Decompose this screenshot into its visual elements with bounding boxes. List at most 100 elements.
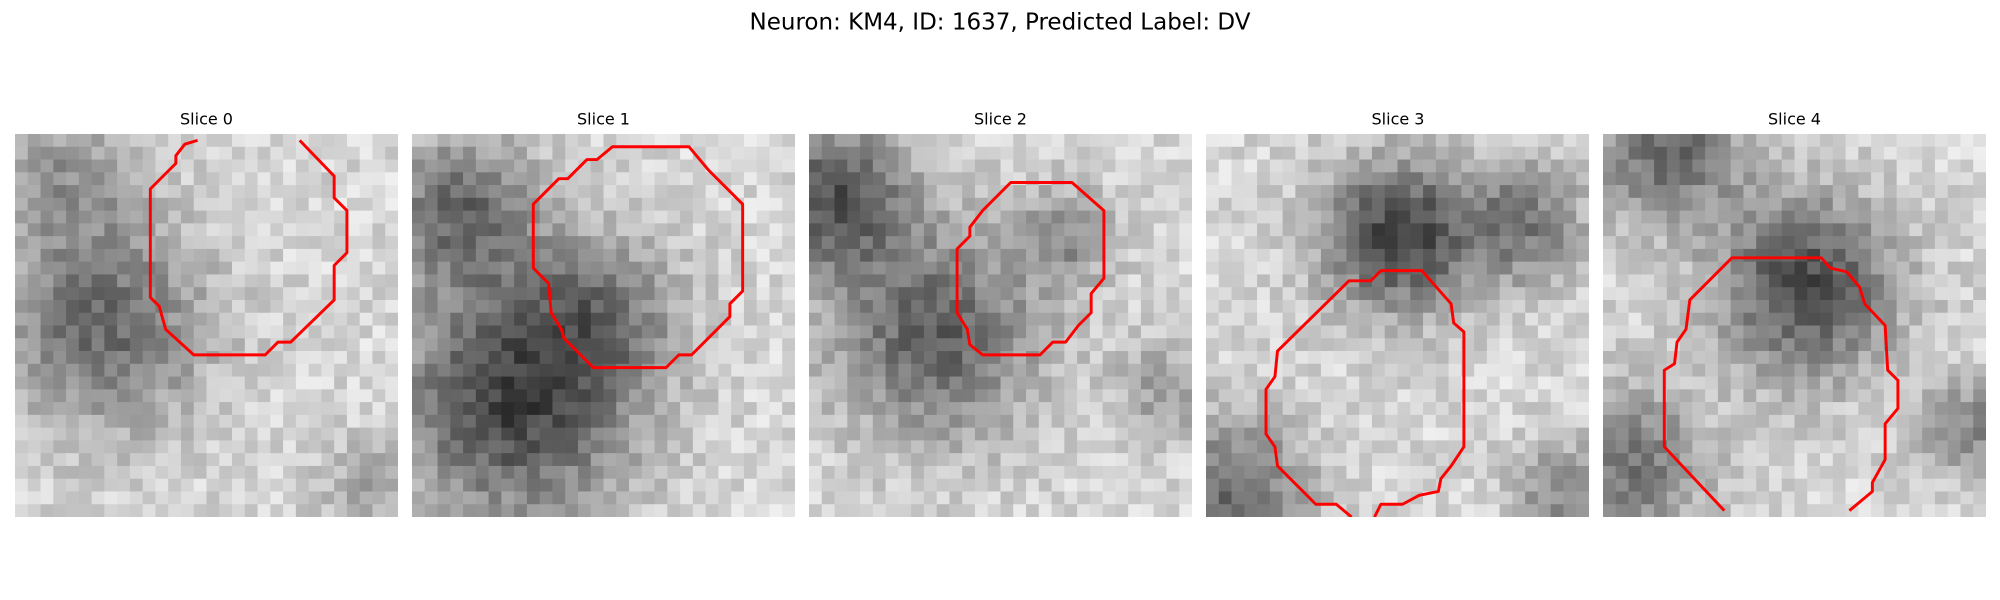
pixel <box>424 453 438 467</box>
pixel <box>40 197 54 211</box>
pixel <box>1705 376 1719 390</box>
pixel <box>1550 287 1564 301</box>
pixel <box>1550 236 1564 250</box>
pixel <box>475 274 489 288</box>
pixel <box>514 312 528 326</box>
pixel <box>1051 465 1065 480</box>
pixel <box>91 274 105 288</box>
pixel <box>1282 146 1296 160</box>
pixel <box>923 287 938 301</box>
pixel <box>1218 440 1232 454</box>
pixel <box>1077 248 1091 263</box>
pixel <box>244 363 258 377</box>
pixel <box>1883 248 1898 263</box>
pixel <box>1576 453 1589 467</box>
pixel <box>244 312 258 326</box>
pixel <box>1423 325 1437 339</box>
pixel <box>680 274 694 288</box>
pixel <box>1089 478 1104 492</box>
pixel <box>1960 351 1974 365</box>
pixel <box>616 376 630 390</box>
pixel <box>1461 274 1475 288</box>
pixel <box>923 325 938 339</box>
pixel <box>1486 338 1501 352</box>
pixel <box>244 248 258 263</box>
pixel <box>1705 504 1719 517</box>
pixel <box>1730 427 1744 441</box>
pixel <box>1679 223 1693 237</box>
pixel <box>1038 287 1052 301</box>
pixel <box>359 465 373 480</box>
pixel <box>1615 478 1629 492</box>
pixel <box>1371 236 1386 250</box>
pixel <box>1269 274 1283 288</box>
pixel <box>514 363 528 377</box>
pixel <box>321 325 335 339</box>
pixel <box>705 363 719 377</box>
pixel <box>1038 427 1052 441</box>
pixel <box>1128 312 1142 326</box>
pixel <box>692 248 707 263</box>
pixel <box>1768 159 1783 173</box>
pixel <box>1654 210 1668 224</box>
pixel <box>1563 389 1577 403</box>
pixel <box>1320 491 1335 505</box>
pixel <box>782 427 795 441</box>
pixel <box>1115 453 1129 467</box>
pixel <box>501 210 515 224</box>
pixel <box>475 351 489 365</box>
pixel <box>629 299 643 314</box>
pixel <box>1934 465 1949 480</box>
pixel <box>1692 210 1706 224</box>
pixel <box>539 465 553 480</box>
pixel <box>1550 504 1564 517</box>
pixel <box>359 389 373 403</box>
pixel <box>667 402 681 416</box>
pixel <box>705 440 719 454</box>
pixel <box>1563 453 1577 467</box>
pixel <box>283 134 297 148</box>
pixel <box>1077 338 1091 352</box>
pixel <box>782 172 795 186</box>
pixel <box>346 351 361 365</box>
pixel <box>1832 376 1846 390</box>
pixel <box>526 478 541 492</box>
pixel <box>117 236 131 250</box>
pixel <box>437 236 451 250</box>
pixel <box>1883 453 1898 467</box>
pixel <box>1244 223 1258 237</box>
pixel <box>1102 465 1116 480</box>
pixel <box>1794 287 1808 301</box>
pixel <box>731 389 745 403</box>
pixel <box>334 274 348 288</box>
pixel <box>91 134 105 148</box>
pixel <box>1756 274 1770 288</box>
pixel <box>1628 440 1642 454</box>
pixel <box>1717 197 1732 211</box>
pixel <box>987 376 1001 390</box>
pixel <box>257 146 271 160</box>
pixel <box>1628 427 1642 441</box>
pixel <box>91 414 105 429</box>
pixel <box>847 312 861 326</box>
pixel <box>654 414 668 429</box>
pixel <box>565 478 579 492</box>
pixel <box>565 427 579 441</box>
pixel <box>1089 338 1104 352</box>
pixel <box>66 402 80 416</box>
pixel <box>1525 376 1539 390</box>
pixel <box>1717 427 1732 441</box>
pixel <box>1603 363 1617 377</box>
pixel <box>1717 299 1732 314</box>
pixel <box>1231 172 1245 186</box>
pixel <box>526 351 541 365</box>
pixel <box>1244 172 1258 186</box>
pixel <box>424 376 438 390</box>
pixel <box>219 134 233 148</box>
pixel <box>539 440 553 454</box>
pixel <box>590 376 604 390</box>
pixel <box>1743 261 1757 275</box>
pixel <box>321 210 335 224</box>
pixel <box>667 223 681 237</box>
pixel <box>718 261 732 275</box>
